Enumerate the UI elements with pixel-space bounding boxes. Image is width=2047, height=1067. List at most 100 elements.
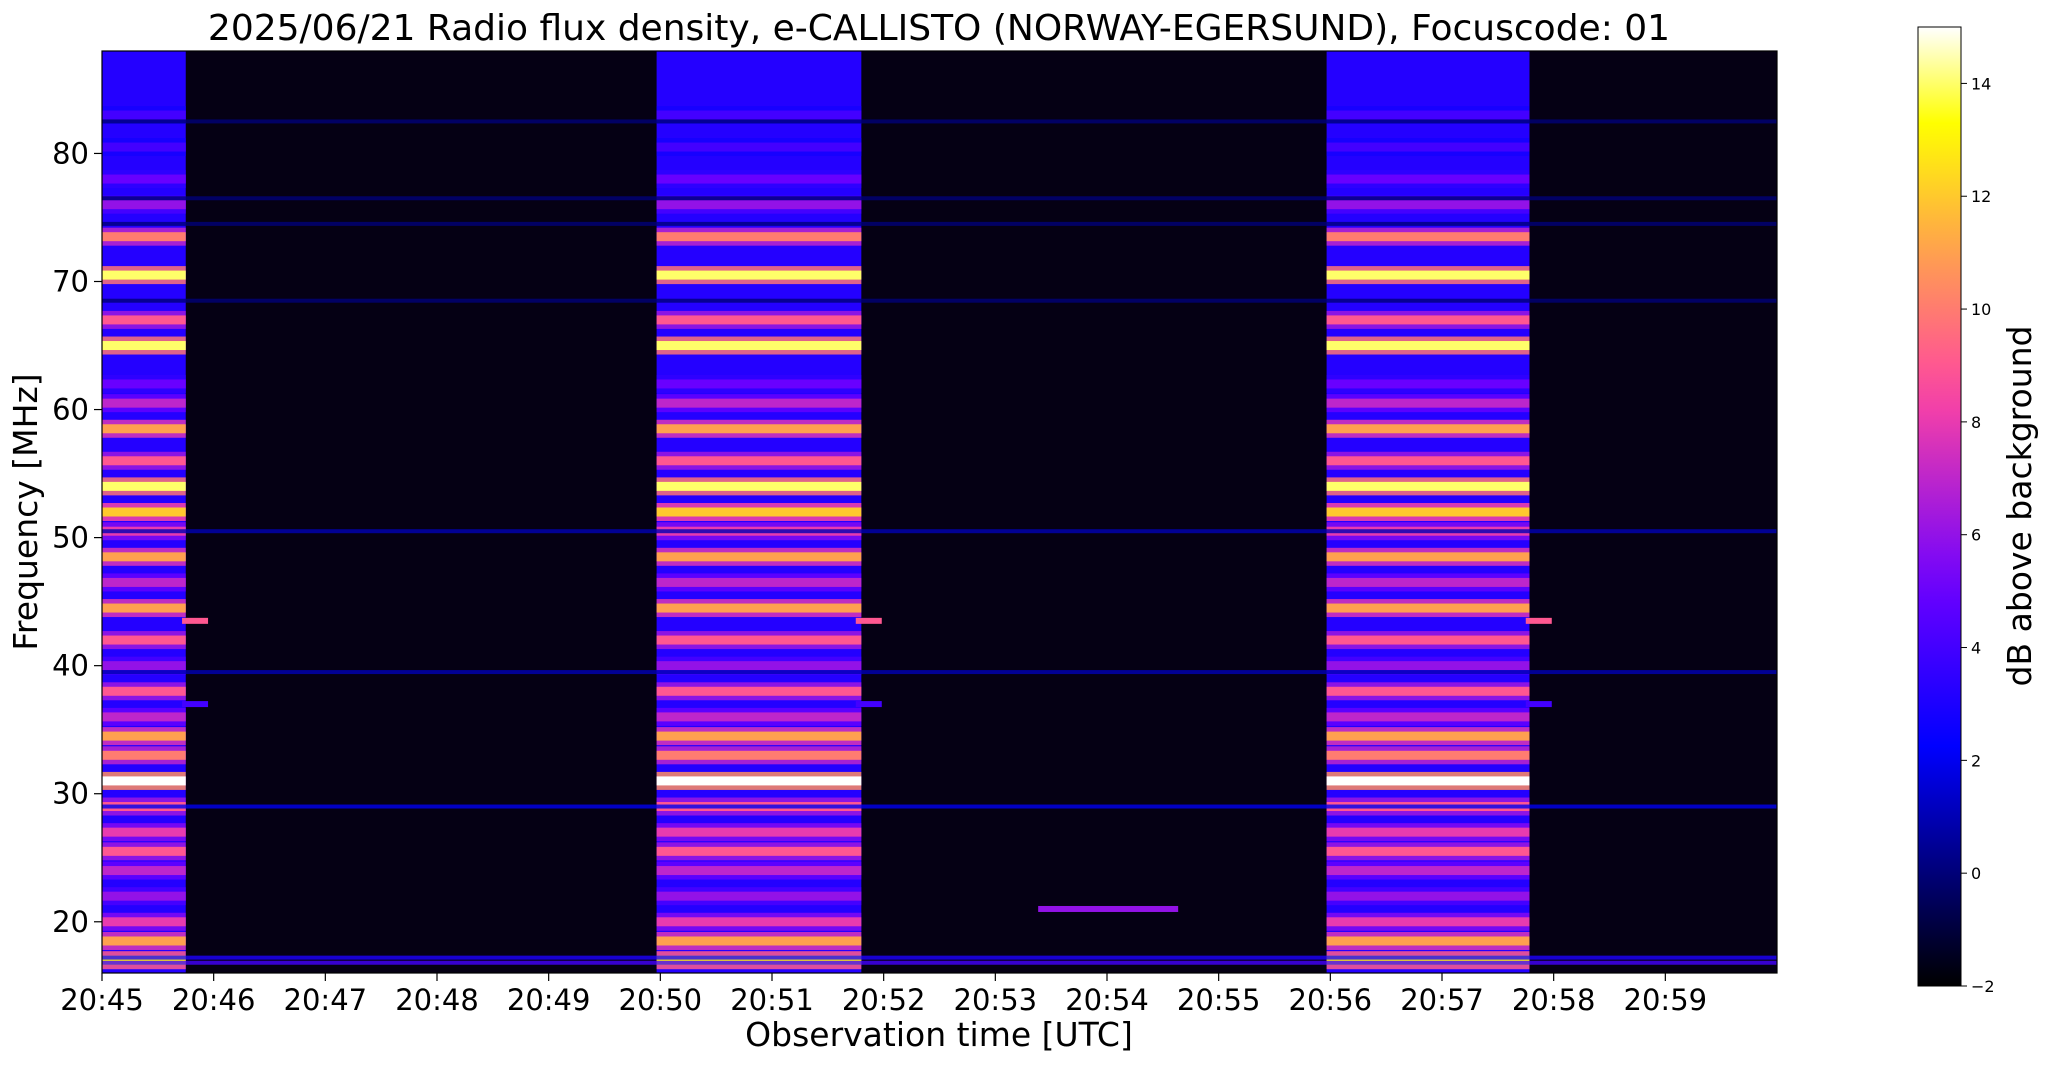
emission-line — [102, 955, 186, 965]
colorbar-tick-label: −2 — [1971, 977, 1995, 996]
colorbar-gradient — [1917, 26, 1962, 987]
emission-line — [102, 776, 186, 786]
x-tick-label: 20:45 — [60, 983, 144, 1017]
transient-feature — [182, 617, 209, 624]
emission-line — [656, 917, 862, 927]
emission-line — [1326, 270, 1530, 280]
emission-line — [656, 270, 862, 280]
chart-title: 2025/06/21 Radio flux density, e-CALLIST… — [208, 8, 1670, 49]
colorbar-ticks: −2 0 2 4 6 8 10 12 14 — [1961, 74, 1995, 996]
emission-line — [656, 142, 862, 152]
colorbar-tick-label: 8 — [1971, 413, 1981, 432]
emission-line — [656, 424, 862, 434]
calibration-blocks — [102, 51, 1530, 973]
emission-line — [1326, 315, 1530, 325]
x-tick-label: 20:54 — [1065, 983, 1149, 1017]
emission-line — [102, 936, 186, 946]
emission-line — [102, 603, 186, 613]
emission-line — [1326, 750, 1530, 760]
emission-line — [1326, 712, 1530, 722]
x-tick-label: 20:46 — [172, 983, 256, 1017]
plot-area — [102, 51, 1777, 973]
persistent-line — [102, 221, 1777, 226]
emission-line — [1326, 661, 1530, 671]
x-tick-label: 20:51 — [730, 983, 814, 1017]
emission-line — [1326, 341, 1530, 351]
emission-line — [102, 174, 186, 184]
x-tick-label: 20:52 — [842, 983, 926, 1017]
emission-line — [102, 917, 186, 927]
emission-line — [102, 398, 186, 408]
emission-line — [102, 379, 186, 389]
transient-feature — [1525, 701, 1552, 708]
colorbar-label: dB above background — [2000, 326, 2039, 687]
emission-line — [1326, 552, 1530, 562]
emission-line — [1326, 398, 1530, 408]
persistent-line — [102, 960, 1777, 965]
y-tick-label: 60 — [52, 393, 89, 427]
emission-line — [102, 552, 186, 562]
emission-line — [1326, 917, 1530, 927]
emission-line — [656, 507, 862, 517]
transient-feature — [855, 701, 882, 708]
emission-line — [102, 577, 186, 587]
persistent-line — [102, 529, 1777, 534]
persistent-line — [102, 196, 1777, 201]
emission-line — [1326, 424, 1530, 434]
emission-line — [102, 507, 186, 517]
emission-line — [656, 200, 862, 210]
emission-line — [1326, 232, 1530, 242]
emission-line — [102, 142, 186, 152]
emission-line — [102, 866, 186, 876]
emission-line — [1326, 827, 1530, 837]
emission-line — [656, 750, 862, 760]
emission-line — [102, 686, 186, 696]
x-tick-label: 20:57 — [1400, 983, 1484, 1017]
y-tick-label: 40 — [52, 649, 89, 683]
y-tick-label: 50 — [52, 521, 89, 555]
emission-line — [656, 577, 862, 587]
emission-line — [1326, 379, 1530, 389]
transient-feature — [855, 617, 882, 624]
emission-line — [102, 232, 186, 242]
emission-line — [102, 750, 186, 760]
transient-feature — [1038, 905, 1179, 912]
colorbar-tick-label: 10 — [1971, 300, 1991, 319]
emission-line — [102, 891, 186, 901]
emission-line — [656, 731, 862, 741]
persistent-line — [102, 119, 1777, 124]
emission-line — [656, 456, 862, 466]
emission-line — [102, 827, 186, 837]
emission-line — [656, 398, 862, 408]
plot-frame — [101, 50, 1778, 974]
colorbar: −2 0 2 4 6 8 10 12 14 dB above background — [1917, 26, 2039, 996]
emission-line — [656, 379, 862, 389]
emission-line — [656, 174, 862, 184]
x-tick-label: 20:48 — [395, 983, 479, 1017]
emission-line — [1326, 456, 1530, 466]
emission-line — [1326, 866, 1530, 876]
calibration-block — [1326, 51, 1530, 973]
emission-line — [102, 731, 186, 741]
emission-line — [656, 891, 862, 901]
x-axis-label: Observation time [UTC] — [745, 1015, 1133, 1054]
colorbar-tick-label: 4 — [1971, 639, 1981, 658]
y-tick-label: 30 — [52, 777, 89, 811]
emission-line — [1326, 577, 1530, 587]
y-axis-label: Frequency [MHz] — [6, 373, 45, 650]
emission-line — [102, 661, 186, 671]
emission-line — [656, 661, 862, 671]
y-tick-label: 80 — [52, 136, 89, 170]
x-tick-label: 20:47 — [284, 983, 368, 1017]
emission-line — [1326, 776, 1530, 786]
emission-line — [102, 846, 186, 856]
emission-line — [102, 424, 186, 434]
transient-feature — [182, 701, 209, 708]
emission-line — [102, 341, 186, 351]
emission-line — [102, 481, 186, 491]
x-tick-label: 20:58 — [1512, 983, 1596, 1017]
emission-line — [102, 635, 186, 645]
x-tick-label: 20:59 — [1624, 983, 1708, 1017]
emission-line — [1326, 891, 1530, 901]
emission-line — [656, 552, 862, 562]
